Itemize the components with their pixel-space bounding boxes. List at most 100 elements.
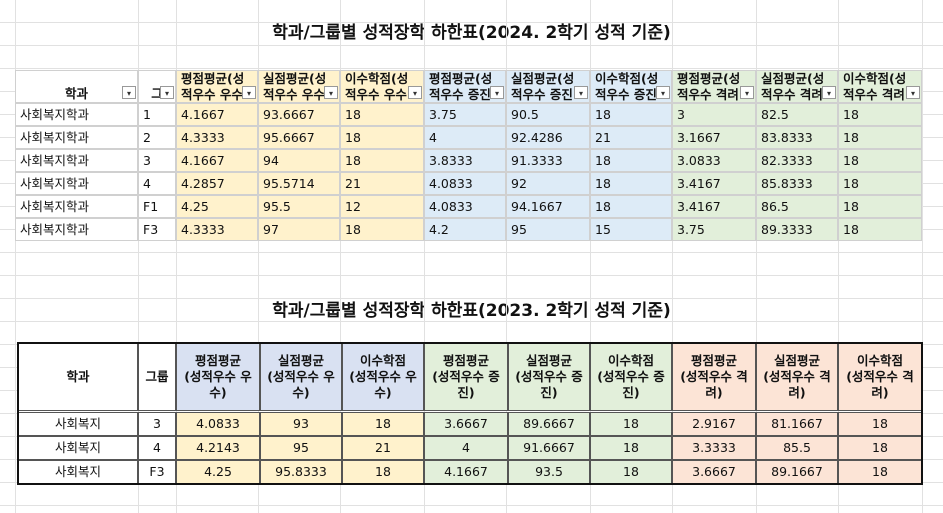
data-cell: 2 <box>138 126 176 149</box>
filter-button[interactable]: ▾ <box>490 86 504 99</box>
filter-button[interactable]: ▾ <box>906 86 920 99</box>
cell-text: 4.0833 <box>196 416 240 431</box>
grid-line <box>340 0 341 513</box>
cell-text: 4 <box>153 440 161 455</box>
cell-text: 21 <box>375 440 391 455</box>
header-cell: 그룹 <box>138 343 176 411</box>
cell-text: 3 <box>153 416 161 431</box>
data-cell: 97 <box>258 218 340 241</box>
cell-text: 실점평균(성 <box>263 70 327 86</box>
cell-text: 93.5 <box>535 464 563 479</box>
grid-line <box>922 0 923 513</box>
cell-text: 18 <box>872 440 888 455</box>
cell-text: 4.0833 <box>429 175 473 191</box>
filter-button[interactable]: ▾ <box>160 86 174 99</box>
filter-button[interactable]: ▾ <box>822 86 836 99</box>
data-cell: 3.6667 <box>424 412 508 436</box>
cell-text: 평점평균(성 <box>677 70 741 86</box>
data-cell: 3 <box>138 412 176 436</box>
cell-text: 85.5 <box>783 440 811 455</box>
filter-button[interactable]: ▾ <box>122 86 136 99</box>
cell-text: 97 <box>263 221 279 237</box>
data-cell: 18 <box>838 436 922 460</box>
data-cell: 95.5714 <box>258 172 340 195</box>
filter-button[interactable]: ▾ <box>408 86 422 99</box>
cell-text: 4.25 <box>204 464 232 479</box>
data-cell: 18 <box>340 103 424 126</box>
cell-text: 89.1667 <box>771 464 823 479</box>
filter-button[interactable]: ▾ <box>656 86 670 99</box>
data-cell: 18 <box>342 460 424 484</box>
cell-text: 적우수 격려 <box>677 86 739 102</box>
cell-text: 3 <box>677 106 685 122</box>
cell-text: 3.4167 <box>677 175 721 191</box>
data-cell: 18 <box>838 412 922 436</box>
data-cell: 18 <box>590 103 672 126</box>
data-cell: 91.6667 <box>508 436 590 460</box>
data-cell: 18 <box>838 195 922 218</box>
cell-text: 92 <box>511 175 527 191</box>
data-cell: 15 <box>590 218 672 241</box>
data-cell: 사회복지학과 <box>15 103 138 126</box>
cell-text: 82.3333 <box>761 152 813 168</box>
data-cell: 85.5 <box>756 436 838 460</box>
filter-button[interactable]: ▾ <box>324 86 338 99</box>
cell-text: 이수학점(성 <box>345 70 409 86</box>
filter-button[interactable]: ▾ <box>574 86 588 99</box>
data-cell: 4 <box>138 436 176 460</box>
data-cell: 4.3333 <box>176 126 258 149</box>
grid-line <box>424 0 425 513</box>
cell-text: 4.1667 <box>444 464 488 479</box>
header-cell: 학과 <box>15 70 138 103</box>
cell-text: 실점평균 <box>277 353 324 368</box>
data-cell: 18 <box>838 126 922 149</box>
data-cell: 3 <box>138 149 176 172</box>
filter-button[interactable]: ▾ <box>740 86 754 99</box>
cell-text: 사회복지학과 <box>20 129 90 145</box>
table-title: 학과/그룹별 성적장학 하한표(2024. 2학기 성적 기준) <box>272 23 671 43</box>
header-cell: 평점평균 (성적우수 우 수) <box>176 343 260 411</box>
data-cell: 90.5 <box>506 103 590 126</box>
cell-text: 평점평균(성 <box>429 70 493 86</box>
cell-text: 18 <box>623 440 639 455</box>
cell-text: 18 <box>375 416 391 431</box>
cell-text: 수) <box>292 385 310 400</box>
data-cell: 85.8333 <box>756 172 838 195</box>
cell-text: 사회복지 <box>54 416 101 431</box>
cell-text: 사회복지 <box>54 464 101 479</box>
data-cell: 3.4167 <box>672 172 756 195</box>
header-cell: 학과 <box>18 343 138 411</box>
cell-text: 4.25 <box>181 198 209 214</box>
data-cell: 18 <box>590 195 672 218</box>
filter-button[interactable]: ▾ <box>242 86 256 99</box>
cell-text: 4.0833 <box>429 198 473 214</box>
grid-line <box>138 0 139 513</box>
cell-text: 평점평균 <box>442 353 489 368</box>
grid-line <box>590 0 591 513</box>
cell-text: 3.3333 <box>692 440 736 455</box>
cell-text: 18 <box>843 129 859 145</box>
data-cell: 81.1667 <box>756 412 838 436</box>
cell-text: 사회복지 <box>54 440 101 455</box>
header-cell: 이수학점 (성적우수 우 수) <box>342 343 424 411</box>
header-cell: 이수학점 (성적우수 증 진) <box>590 343 672 411</box>
cell-text: 18 <box>345 221 361 237</box>
cell-text: 적우수 격려 <box>843 86 905 102</box>
header-cell: 실점평균 (성적우수 증 진) <box>508 343 590 411</box>
data-cell: 3.6667 <box>672 460 756 484</box>
cell-text: 학과 <box>64 86 88 101</box>
data-cell: 89.6667 <box>508 412 590 436</box>
cell-text: 81.1667 <box>771 416 823 431</box>
cell-text: 4.2143 <box>196 440 240 455</box>
cell-text: 3.4167 <box>677 198 721 214</box>
cell-text: 95.5 <box>263 198 291 214</box>
cell-text: 3.8333 <box>429 152 473 168</box>
cell-text: 4.2 <box>429 221 449 237</box>
cell-text: 2.9167 <box>692 416 736 431</box>
cell-text: 18 <box>345 106 361 122</box>
data-cell: 21 <box>340 172 424 195</box>
cell-text: 18 <box>843 221 859 237</box>
data-cell: 4.25 <box>176 460 260 484</box>
grid-line <box>756 0 757 513</box>
header-cell: 이수학점 (성적우수 격 려) <box>838 343 922 411</box>
